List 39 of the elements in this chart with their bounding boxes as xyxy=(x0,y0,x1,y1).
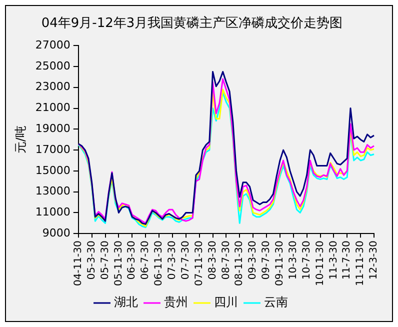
y-tick-label: 11000 xyxy=(35,206,70,219)
x-tick-label: 06-11-30 xyxy=(154,240,165,286)
legend-label: 贵州 xyxy=(164,295,188,310)
y-tick-label: 21000 xyxy=(35,101,70,114)
x-tick-label: 10-11-30 xyxy=(314,240,326,286)
x-tick-label: 10-3-30 xyxy=(288,240,299,280)
x-tick-label: 11-11-30 xyxy=(355,240,366,286)
x-tick-label: 11-3-30 xyxy=(328,240,340,280)
x-tick-label: 08-7-30 xyxy=(220,240,232,280)
x-tick-label: 09-11-30 xyxy=(274,240,286,286)
x-tick-label: 05-11-30 xyxy=(113,240,124,286)
x-tick-label: 08-11-30 xyxy=(234,240,246,286)
y-tick-label: 17000 xyxy=(35,142,70,156)
x-tick-label: 08-3-30 xyxy=(207,240,218,280)
x-tick-label: 10-7-30 xyxy=(301,240,312,280)
x-tick-label: 12-3-30 xyxy=(368,240,380,280)
chart-title: 04年9月-12年3月我国黄磷主产区净磷成交价走势图 xyxy=(41,15,343,32)
x-tick-label: 06-7-30 xyxy=(140,240,152,280)
x-tick-label: 07-3-30 xyxy=(167,240,178,280)
x-tick-label: 05-3-30 xyxy=(86,240,98,280)
x-tick-label: 04-11-30 xyxy=(72,240,84,286)
x-tick-label: 07-11-30 xyxy=(194,240,205,286)
x-tick-label: 06-3-30 xyxy=(126,240,138,280)
legend-label: 四川 xyxy=(214,295,238,310)
y-tick-label: 25000 xyxy=(35,59,70,72)
y-tick-label: 19000 xyxy=(35,122,70,136)
y-tick-label: 15000 xyxy=(35,164,70,177)
legend-label: 湖北 xyxy=(114,295,138,310)
x-tick-label: 09-7-30 xyxy=(261,240,272,280)
y-tick-label: 23000 xyxy=(35,80,70,94)
x-tick-label: 05-7-30 xyxy=(100,240,111,280)
x-tick-label: 07-7-30 xyxy=(180,240,192,280)
legend-label: 云南 xyxy=(264,295,288,310)
x-tick-label: 11-7-30 xyxy=(342,240,353,280)
x-tick-label: 09-3-30 xyxy=(248,240,259,280)
y-tick-label: 13000 xyxy=(35,184,70,198)
y-tick-label: 27000 xyxy=(35,38,70,52)
y-tick-label: 9000 xyxy=(42,226,70,240)
y-axis-title: 元/吨 xyxy=(13,126,28,154)
